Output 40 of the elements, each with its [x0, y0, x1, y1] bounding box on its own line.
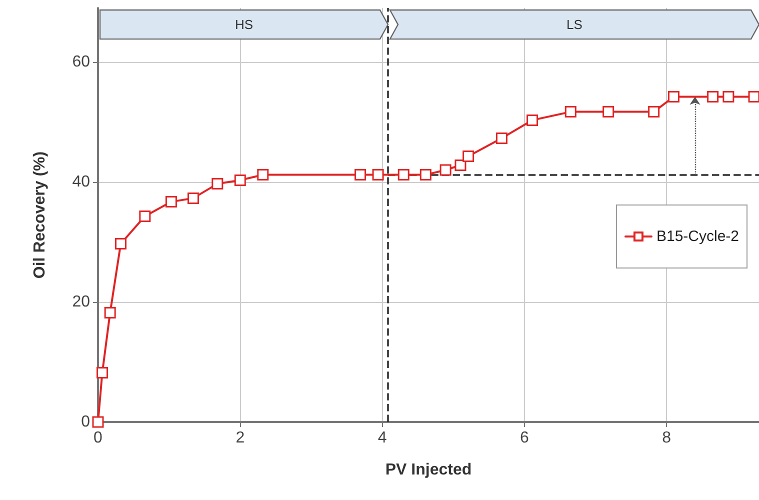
point — [187, 192, 199, 204]
point — [526, 114, 538, 126]
y-tick-label: 0 — [81, 414, 90, 430]
point — [748, 91, 759, 103]
point — [372, 169, 384, 181]
point — [602, 106, 614, 118]
band-label: HS — [234, 17, 254, 32]
point — [212, 178, 224, 190]
point — [92, 416, 104, 428]
point — [96, 367, 108, 379]
y-axis-title: Oil Recovery (%) — [32, 151, 48, 279]
point — [722, 91, 734, 103]
x-tick-label: 8 — [662, 430, 672, 446]
y-tick-label: 60 — [72, 54, 90, 70]
point — [462, 150, 474, 162]
point — [234, 174, 246, 186]
point — [114, 238, 126, 250]
band-label: LS — [566, 17, 583, 32]
x-tick-label: 6 — [520, 430, 529, 446]
y-tick-label: 40 — [72, 174, 90, 190]
point — [668, 91, 680, 103]
point — [398, 169, 410, 181]
point — [496, 132, 508, 144]
point — [648, 106, 660, 118]
point — [420, 169, 432, 181]
point — [707, 91, 719, 103]
point — [440, 164, 452, 176]
x-tick-label: 0 — [94, 430, 103, 446]
x-axis-title: PV Injected — [385, 462, 472, 478]
y-tick-label: 20 — [72, 294, 90, 310]
legend-label: B15-Cycle-2 — [656, 228, 739, 245]
point — [104, 307, 116, 319]
x-tick-label: 4 — [378, 430, 387, 446]
point — [139, 210, 151, 222]
point — [454, 159, 466, 171]
point — [354, 169, 366, 181]
point — [564, 106, 576, 118]
point — [257, 169, 269, 181]
point — [165, 196, 177, 208]
x-tick-label: 2 — [236, 430, 245, 446]
